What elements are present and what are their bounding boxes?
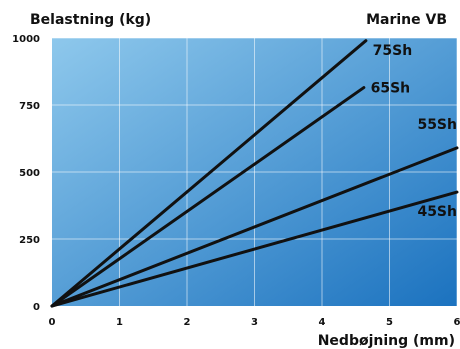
series-line-75Sh [50, 39, 368, 308]
x-tick-label: 4 [319, 317, 326, 328]
series-lines: 75Sh 65Sh 55Sh 45Sh [50, 39, 459, 308]
series-line-45Sh [50, 190, 459, 308]
x-tick-label: 2 [184, 317, 191, 328]
x-tick-labels: 0 1 2 3 4 5 6 [49, 317, 460, 328]
x-tick-label: 5 [386, 317, 393, 328]
y-tick-label: 500 [19, 168, 40, 179]
series-line-55Sh [50, 146, 459, 308]
y-axis-label: Belastning (kg) [30, 12, 151, 28]
x-axis-label: Nedbøjning (mm) [318, 333, 455, 349]
y-tick-label: 250 [19, 235, 40, 246]
series-label-45Sh: 45Sh [417, 204, 457, 220]
y-tick-label: 1000 [12, 34, 40, 45]
y-tick-labels: 0 250 500 750 1000 [12, 34, 40, 313]
y-tick-label: 750 [19, 101, 40, 112]
series-label-75Sh: 75Sh [373, 43, 413, 59]
series-line-65Sh [50, 86, 366, 308]
x-tick-label: 3 [251, 317, 258, 328]
series-label-55Sh: 55Sh [417, 117, 457, 133]
grid-lines [52, 37, 458, 306]
x-tick-label: 6 [454, 317, 460, 328]
series-label-65Sh: 65Sh [371, 81, 411, 97]
y-tick-label: 0 [33, 302, 40, 313]
x-tick-label: 1 [116, 317, 123, 328]
x-tick-label: 0 [49, 317, 56, 328]
chart-title: Marine VB [366, 12, 447, 28]
